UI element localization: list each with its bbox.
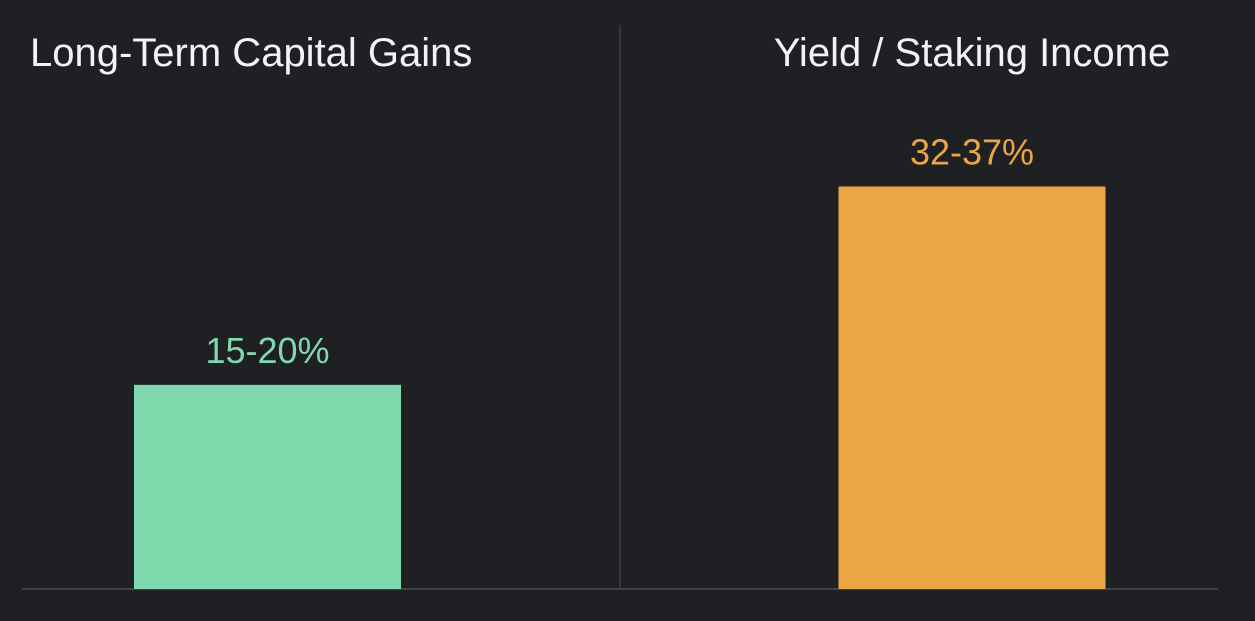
- category-title-long-term-capital-gains: Long-Term Capital Gains: [30, 31, 472, 75]
- bar-yield-staking-income: [838, 186, 1106, 589]
- bars-layer: [134, 186, 1106, 589]
- bar-labels-layer: 15-20% 32-37%: [205, 132, 1034, 371]
- bar-long-term-capital-gains: [134, 384, 401, 589]
- bar-value-label-yield-staking-income: 32-37%: [910, 132, 1034, 173]
- bar-value-label-long-term-capital-gains: 15-20%: [205, 330, 329, 371]
- category-title-yield-staking-income: Yield / Staking Income: [774, 31, 1171, 75]
